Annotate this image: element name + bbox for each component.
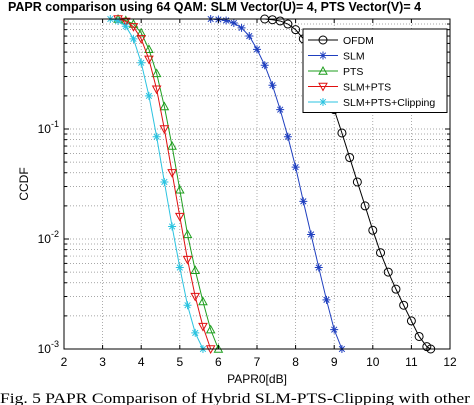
data-point: [191, 328, 200, 337]
data-point: [229, 18, 238, 27]
data-point: [222, 16, 231, 25]
x-tick-label: 5: [176, 355, 183, 369]
series-line: [117, 18, 212, 350]
legend-label: SLM+PTS: [343, 82, 391, 94]
legend-marker: [319, 98, 327, 106]
data-point: [144, 91, 153, 100]
data-point: [174, 184, 185, 194]
data-point: [368, 225, 378, 235]
data-point: [345, 153, 355, 163]
data-point: [260, 61, 269, 70]
data-point: [198, 322, 208, 332]
data-point: [414, 331, 424, 341]
data-point: [167, 141, 177, 150]
legend: OFDM SLM PTS SLM+PTS SLM+PTS+Clipping: [302, 28, 448, 113]
data-point: [307, 230, 316, 239]
y-axis-label: CCDF: [17, 167, 31, 200]
legend-marker: [318, 65, 328, 75]
data-point: [299, 197, 308, 206]
data-point: [245, 32, 254, 41]
x-tick-label: 8: [292, 355, 299, 369]
data-point: [352, 177, 362, 187]
data-point: [128, 23, 139, 32]
series-line: [264, 18, 431, 350]
data-point: [152, 132, 161, 141]
data-point: [198, 296, 208, 306]
y-tick-label: 10-2: [38, 229, 59, 246]
legend-label: SLM: [343, 51, 365, 63]
data-point: [399, 300, 409, 310]
data-point: [182, 229, 193, 239]
data-point: [291, 25, 301, 35]
y-tick-label: 10-3: [38, 339, 59, 356]
x-tick-label: 4: [138, 355, 145, 369]
data-point: [137, 58, 146, 67]
x-tick-label: 9: [331, 355, 338, 369]
series-4: [106, 15, 207, 353]
data-point: [337, 128, 347, 138]
x-tick-label: 2: [61, 355, 68, 369]
data-point: [175, 263, 184, 272]
data-point: [237, 23, 246, 32]
series-2: [113, 13, 224, 353]
data-point: [182, 255, 193, 265]
x-tick-label: 10: [366, 355, 380, 369]
data-point: [205, 324, 216, 334]
chart-title: PAPR comparison using 64 QAM: SLM Vector…: [8, 0, 421, 14]
x-tick-label: 7: [254, 355, 261, 369]
data-point: [167, 169, 177, 178]
data-point: [314, 263, 323, 272]
data-point: [159, 101, 170, 111]
legend-marker: [319, 51, 327, 60]
data-point: [330, 325, 339, 334]
data-point: [168, 222, 177, 231]
legend-label: SLM+PTS+Clipping: [343, 97, 435, 109]
data-point: [160, 177, 169, 186]
data-point: [144, 44, 154, 54]
legend-marker: [318, 82, 328, 92]
data-point: [283, 19, 293, 29]
data-point: [190, 292, 201, 302]
data-point: [159, 125, 170, 135]
figure-caption: Fig. 5 PAPR Comparison of Hybrid SLM-PTS…: [0, 391, 470, 405]
series-1: [206, 15, 346, 353]
data-point: [406, 316, 416, 326]
data-point: [276, 105, 285, 114]
x-tick-label: 3: [99, 355, 106, 369]
data-point: [151, 85, 162, 95]
x-tick-label: 12: [443, 355, 457, 369]
legend-marker: [318, 35, 328, 45]
y-tick-label: 10-1: [38, 119, 59, 136]
data-point: [275, 16, 285, 26]
data-point: [121, 22, 130, 31]
data-point: [268, 81, 277, 90]
data-point: [360, 201, 370, 211]
data-point: [283, 132, 292, 141]
legend-label: OFDM: [343, 35, 374, 47]
data-point: [291, 163, 300, 172]
x-tick-label: 6: [215, 355, 222, 369]
data-point: [129, 34, 138, 43]
data-point: [183, 301, 192, 310]
data-point: [120, 17, 131, 27]
axis-ticks: 2 3 4 5 6 7 8 9 10 11 12 10-3 10-2 10-1: [38, 19, 457, 369]
series-line: [117, 18, 219, 350]
data-point: [376, 248, 386, 258]
data-point: [144, 55, 154, 65]
data-point: [114, 16, 123, 25]
data-point: [391, 284, 401, 294]
data-point: [190, 265, 201, 274]
data-point: [322, 295, 331, 304]
x-axis-label: PAPR0[dB]: [227, 372, 287, 386]
data-point: [174, 212, 185, 222]
data-point: [151, 68, 162, 78]
legend-label: PTS: [343, 66, 363, 78]
data-point: [383, 267, 393, 277]
data-point: [136, 35, 147, 44]
series-layer: [106, 13, 436, 355]
x-tick-label: 11: [405, 355, 418, 369]
data-point: [253, 45, 261, 54]
